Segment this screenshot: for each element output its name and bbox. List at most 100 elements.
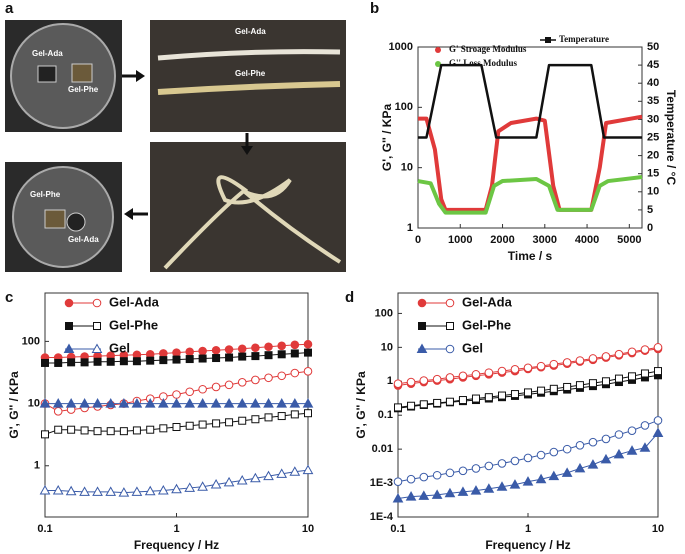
point	[639, 442, 651, 452]
point	[406, 377, 416, 387]
point	[185, 387, 194, 397]
point	[54, 358, 63, 367]
point	[601, 434, 611, 444]
point	[628, 372, 637, 381]
point	[92, 486, 103, 496]
point	[52, 398, 64, 408]
legend-swatch	[416, 343, 428, 353]
point	[304, 409, 312, 418]
point	[225, 418, 234, 427]
point	[277, 350, 286, 359]
panel-label: c	[5, 289, 13, 306]
x-tick-label: 0.1	[37, 523, 52, 535]
y2-tick-label: 40	[647, 77, 659, 89]
point	[290, 349, 299, 358]
point	[198, 384, 207, 394]
x-tick-label: 1	[173, 523, 179, 535]
point	[458, 396, 467, 405]
point	[80, 426, 89, 435]
y-tick-label: 10	[381, 341, 393, 353]
y-tick-label: 1	[407, 222, 413, 234]
y-tick-label: 1000	[389, 41, 413, 53]
point	[237, 377, 247, 387]
point	[458, 371, 468, 381]
point	[302, 398, 314, 408]
point	[457, 486, 469, 496]
y2-tick-label: 15	[647, 168, 659, 180]
point	[67, 425, 76, 434]
point	[197, 481, 208, 491]
y-tick-label: 10	[401, 162, 413, 174]
point	[484, 368, 494, 377]
point	[238, 416, 247, 425]
point	[263, 470, 274, 481]
point	[498, 391, 507, 400]
point	[185, 421, 194, 430]
point	[471, 394, 480, 403]
point	[290, 410, 299, 419]
point	[289, 466, 301, 476]
x-tick-label: 1000	[448, 234, 472, 246]
point	[445, 468, 455, 478]
point	[171, 398, 182, 408]
point	[419, 400, 428, 409]
point	[132, 426, 141, 435]
point	[588, 379, 597, 388]
legend-swatch	[435, 61, 441, 67]
legend-swatch	[91, 343, 103, 353]
legend-swatch	[92, 298, 102, 308]
point	[118, 398, 130, 408]
y-tick-label: 100	[375, 307, 393, 319]
x-tick-label: 2000	[490, 234, 514, 246]
point	[54, 425, 63, 434]
point	[251, 343, 260, 353]
point	[640, 345, 650, 354]
point	[535, 473, 547, 484]
point	[67, 358, 76, 367]
point	[588, 437, 598, 447]
point	[445, 397, 454, 406]
point	[432, 374, 442, 384]
legend-swatch	[63, 343, 75, 353]
point	[80, 358, 89, 367]
point	[210, 478, 222, 489]
y-tick-label: 1E-4	[370, 511, 394, 523]
point	[496, 481, 508, 491]
point	[264, 413, 273, 422]
y2-tick-label: 0	[647, 222, 653, 234]
x-axis-title: Time / s	[508, 249, 553, 263]
point	[250, 472, 261, 483]
point	[613, 448, 625, 459]
legend-label: G' Stroage Modulus	[449, 44, 527, 54]
point	[290, 368, 300, 378]
x-tick-label: 0.1	[390, 523, 405, 535]
point	[92, 398, 103, 408]
y2-tick-label: 20	[647, 150, 659, 162]
point	[653, 343, 663, 352]
y-tick-label: 100	[22, 335, 40, 347]
point	[653, 416, 663, 425]
photo-label: Gel-Phe	[68, 85, 99, 94]
point	[263, 398, 274, 408]
y-axis-title: G', G'' / KPa	[380, 104, 394, 172]
series-line	[397, 432, 659, 500]
point	[484, 393, 493, 402]
point	[627, 347, 637, 357]
legend-label: Gel-Phe	[109, 317, 158, 332]
point	[224, 380, 234, 390]
point	[238, 352, 247, 361]
point	[65, 485, 77, 496]
legend-label: Gel-Phe	[462, 317, 511, 332]
point	[393, 477, 403, 486]
point	[536, 361, 546, 371]
point	[406, 474, 416, 484]
y-tick-label: 1	[34, 460, 40, 472]
legend-label: Gel-Ada	[462, 294, 513, 309]
point	[407, 401, 416, 410]
point	[432, 470, 442, 480]
point	[159, 349, 168, 358]
point	[184, 398, 196, 408]
point	[418, 490, 430, 500]
legend-swatch	[417, 298, 427, 308]
point	[157, 398, 169, 408]
